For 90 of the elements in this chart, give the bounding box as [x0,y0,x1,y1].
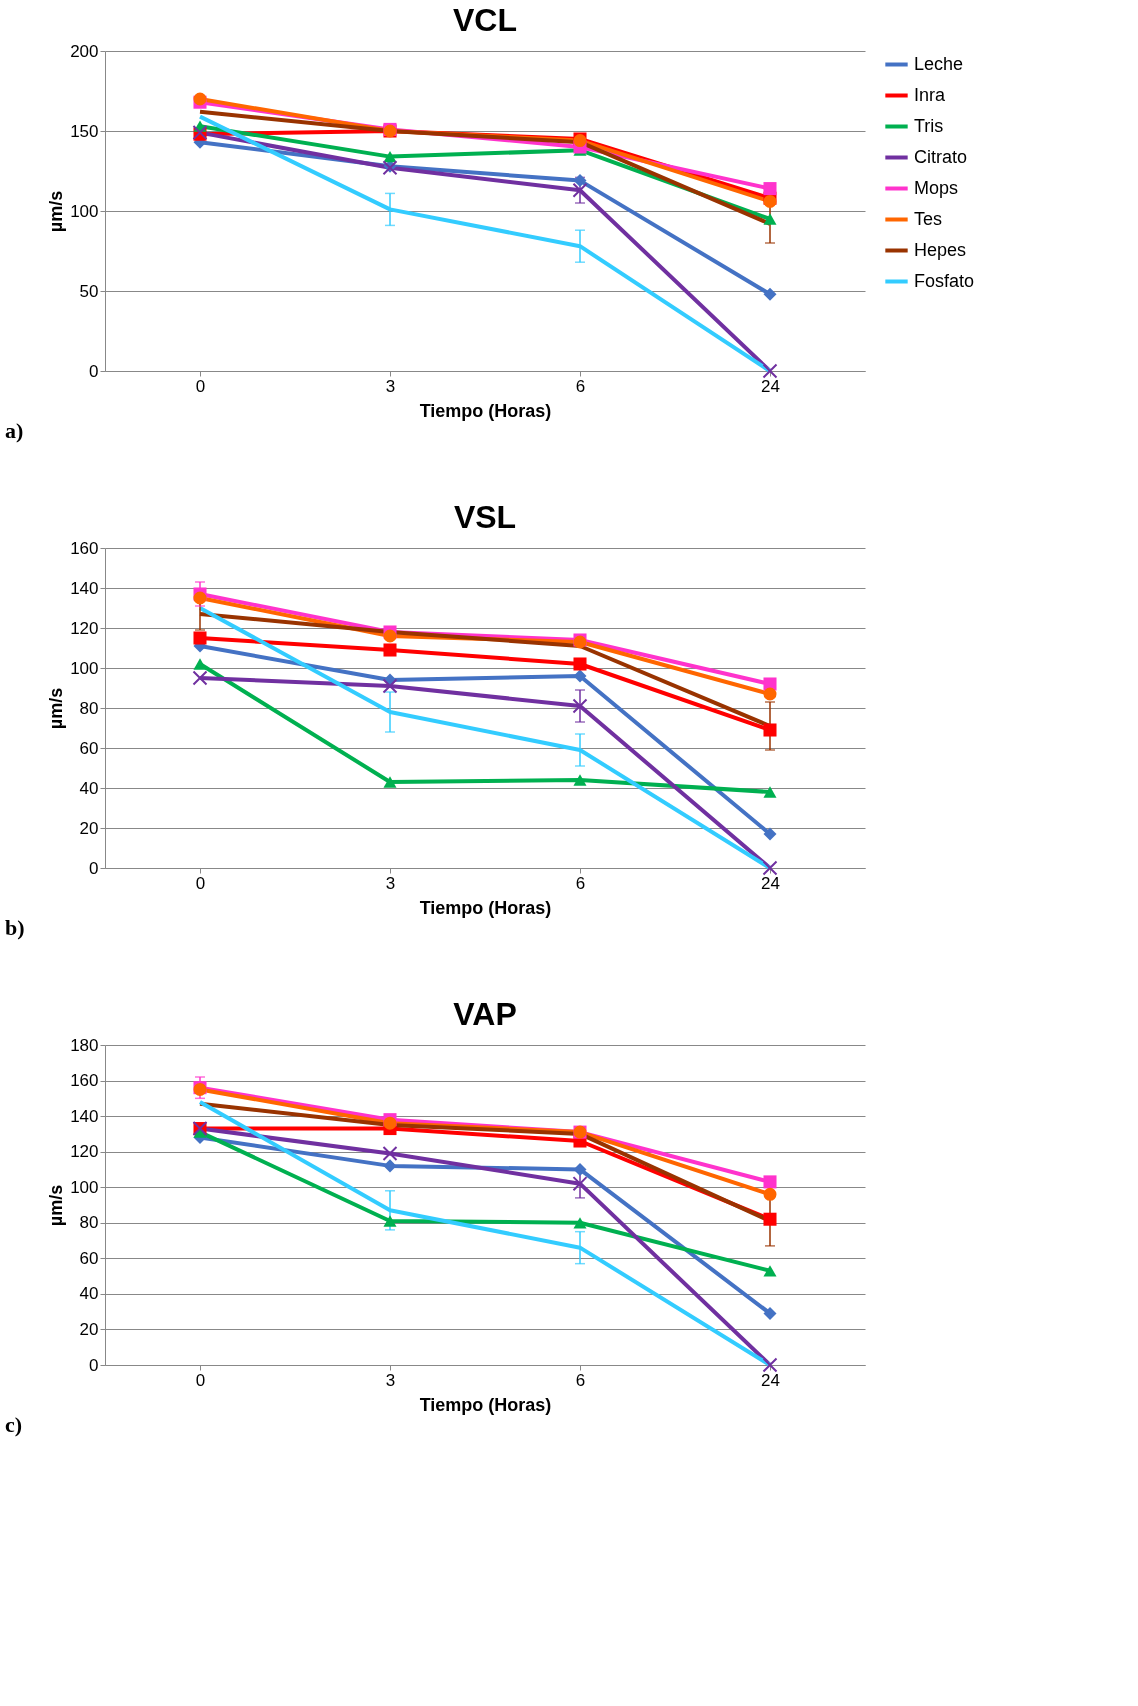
x-tick-label: 24 [761,873,780,893]
point [193,631,207,645]
x-tick-label: 24 [761,1370,780,1390]
point [573,774,587,786]
y-tick-label: 100 [70,1177,99,1197]
y-tick-label: 160 [70,538,99,558]
text: c) [5,1412,23,1437]
point [383,150,397,163]
x-axis-title: Tiempo (Horas) [419,1394,552,1415]
point [573,657,587,671]
legend-label: Mops [914,177,959,198]
x-tick-label: 3 [385,1370,396,1390]
y-tick-label: 60 [79,738,99,758]
point [193,591,207,605]
point [573,174,587,188]
legend-label: Hepes [914,239,967,260]
y-tick-label: 0 [89,1355,99,1375]
x-tick-label: 6 [575,1370,586,1390]
point [763,1212,777,1226]
y-tick-label: 20 [79,818,99,838]
point [383,776,397,788]
x-tick-label: 0 [195,873,206,893]
y-tick-label: 60 [79,1248,99,1268]
point [572,698,588,714]
point [763,723,777,737]
y-tick-label: 180 [70,1035,99,1055]
y-tick-label: 120 [70,1142,99,1162]
y-tick-label: 120 [70,618,99,638]
y-tick-label: 140 [70,1106,99,1126]
point [763,786,777,798]
x-axis-title: Tiempo (Horas) [419,400,552,421]
y-axis-title: µm/s [46,190,67,233]
chart-title: VSL [453,499,517,535]
x-tick-label: 3 [385,376,396,396]
legend-label: Citrato [914,146,968,167]
point [573,669,587,683]
x-tick-label: 3 [385,873,396,893]
y-tick-label: 140 [70,578,99,598]
point [763,1265,777,1277]
point [573,1217,587,1229]
point [193,658,207,670]
legend-label: Inra [914,84,947,105]
x-tick-label: 6 [575,873,586,893]
y-axis-title: µm/s [46,1184,67,1227]
legend-label: Leche [914,53,964,74]
x-axis-title: Tiempo (Horas) [419,897,552,918]
legend-label: Tes [914,208,943,229]
legend-label: Fosfato [914,270,975,291]
point [382,678,398,694]
point [763,213,777,225]
text: b) [5,915,25,940]
x-tick-label: 0 [195,1370,206,1390]
y-tick-label: 160 [70,1071,99,1091]
y-tick-label: 80 [79,1213,99,1233]
text: a) [5,418,24,443]
y-tick-label: 80 [79,698,99,718]
point [383,1159,397,1173]
point [762,1357,778,1373]
point [383,629,397,643]
y-tick-label: 150 [70,121,99,141]
legend-label: Tris [914,115,944,136]
chart-title: VAP [453,996,517,1032]
point [763,1187,777,1201]
point [382,1145,398,1161]
point [763,1175,777,1189]
point [762,363,778,379]
point [762,860,778,876]
y-tick-label: 100 [70,658,99,678]
x-tick-label: 6 [575,376,586,396]
point [763,1306,777,1320]
y-tick-label: 0 [89,361,99,381]
point [763,182,777,196]
y-tick-label: 0 [89,858,99,878]
y-axis-title: µm/s [46,687,67,730]
point [383,643,397,657]
point [383,1215,397,1227]
point [763,287,777,301]
y-tick-label: 50 [79,281,99,301]
chart-title: VCL [453,2,517,38]
point [573,1162,587,1176]
y-tick-label: 40 [79,778,99,798]
y-tick-label: 40 [79,1284,99,1304]
point [192,670,208,686]
y-tick-label: 200 [70,41,99,61]
x-tick-label: 24 [761,376,780,396]
x-tick-label: 0 [195,376,206,396]
point [763,687,777,701]
y-tick-label: 20 [79,1319,99,1339]
y-tick-label: 100 [70,201,99,221]
point [763,827,777,841]
